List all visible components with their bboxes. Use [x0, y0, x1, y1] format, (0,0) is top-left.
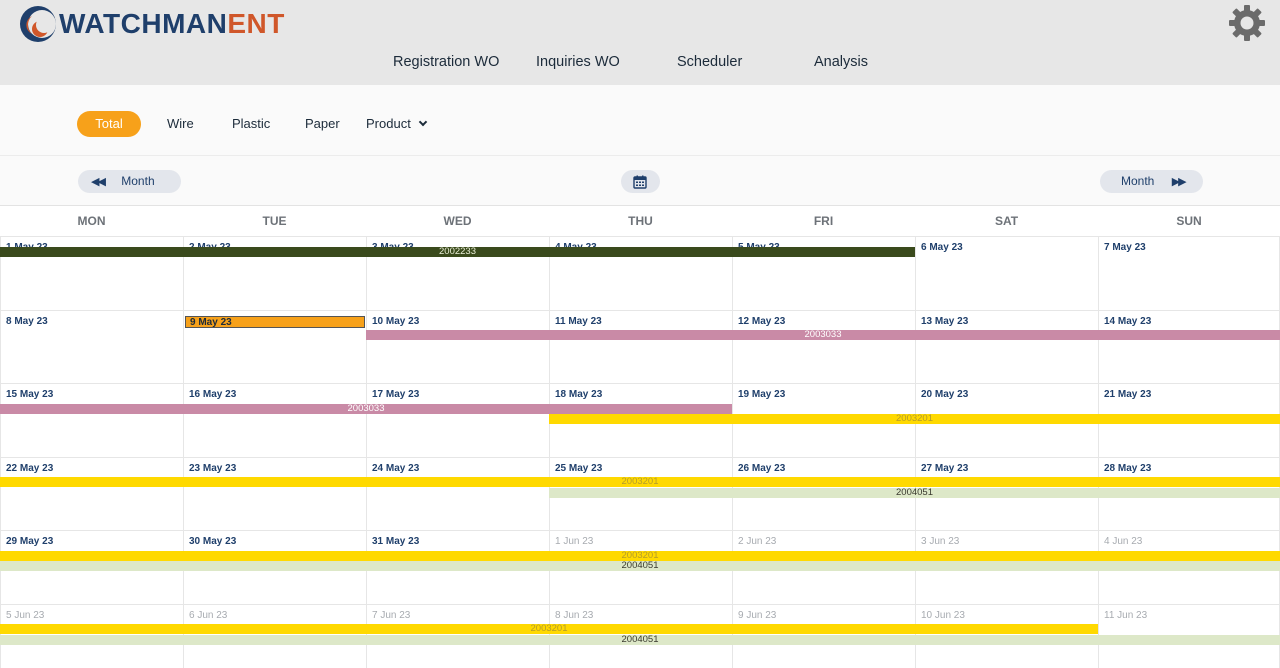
column-divider — [0, 236, 1, 668]
day-cell-date[interactable]: 30 May 23 — [189, 536, 237, 547]
calendar-icon — [633, 175, 647, 189]
logo-icon — [20, 6, 56, 42]
weekday-header-wed: WED — [443, 214, 472, 228]
row-divider — [0, 309, 1280, 311]
day-cell-date[interactable]: 2 Jun 23 — [738, 536, 777, 547]
day-cell-date[interactable]: 11 Jun 23 — [1104, 609, 1148, 621]
row-divider — [0, 603, 1280, 605]
weekday-divider — [0, 236, 1280, 237]
weekday-header-sun: SUN — [1176, 214, 1202, 228]
chevron-down-icon — [418, 117, 428, 127]
event-bar[interactable]: 2004051 — [549, 487, 1280, 498]
day-cell-date[interactable]: 15 May 23 — [6, 389, 54, 400]
weekday-header-thu: THU — [628, 214, 653, 228]
day-cell-date[interactable]: 7 May 23 — [1104, 242, 1146, 253]
gear-icon[interactable] — [1227, 3, 1267, 43]
filter-wire[interactable]: Wire — [167, 116, 194, 131]
day-cell-date[interactable]: 8 Jun 23 — [555, 609, 594, 621]
weekday-header-sat: SAT — [994, 214, 1019, 228]
day-cell-date[interactable]: 8 May 23 — [6, 315, 48, 327]
filter-paper[interactable]: Paper — [305, 116, 340, 131]
filter-plastic[interactable]: Plastic — [232, 116, 271, 131]
day-cell-date[interactable]: 10 May 23 — [372, 315, 420, 327]
day-cell-date[interactable]: 17 May 23 — [372, 389, 420, 400]
nav-inquiries-wo[interactable]: Inquiries WO — [536, 54, 620, 70]
fast-forward-icon: ▶▶ — [1171, 176, 1187, 188]
logo-text: WATCHMANENT — [59, 4, 285, 44]
day-cell-date[interactable]: 9 Jun 23 — [738, 609, 777, 621]
product-dropdown-label: Product — [366, 116, 411, 131]
event-bar[interactable]: 2004051 — [0, 561, 1280, 571]
event-bar[interactable]: 2003201 — [549, 414, 1280, 424]
day-cell-date[interactable]: 5 Jun 23 — [6, 609, 45, 621]
filter-bar: Total Wire Plastic Paper Product — [0, 85, 1280, 156]
day-cell-date[interactable]: 26 May 23 — [738, 462, 786, 474]
day-cell-date[interactable]: 23 May 23 — [189, 462, 237, 474]
day-cell-date[interactable]: 24 May 23 — [372, 462, 420, 474]
event-bar[interactable]: 2003033 — [0, 403, 732, 414]
row-divider — [0, 530, 1280, 531]
logo[interactable]: WATCHMANENT — [18, 4, 285, 44]
weekday-header-mon: MON — [77, 214, 106, 228]
calendar-month-grid: MONTUEWEDTHUFRISATSUN1 May 232 May 233 M… — [0, 206, 1280, 668]
day-cell-date[interactable]: 13 May 23 — [921, 315, 969, 327]
column-divider — [549, 236, 550, 668]
day-cell-date[interactable]: 21 May 23 — [1104, 389, 1152, 400]
day-cell-date[interactable]: 6 Jun 23 — [189, 609, 228, 621]
rewind-icon: ◀◀ — [91, 176, 106, 188]
day-cell-date[interactable]: 11 May 23 — [555, 315, 602, 327]
day-cell-date-today[interactable]: 9 May 23 — [185, 315, 365, 328]
day-cell-date[interactable]: 16 May 23 — [189, 389, 237, 400]
nav-scheduler[interactable]: Scheduler — [677, 54, 743, 70]
event-bar[interactable]: 2003201 — [0, 477, 1280, 487]
day-cell-date[interactable]: 7 Jun 23 — [372, 609, 411, 621]
logo-text-primary: WATCHMAN — [59, 8, 228, 39]
calendar-picker-button[interactable] — [621, 170, 660, 193]
day-cell-date[interactable]: 10 Jun 23 — [921, 609, 965, 621]
day-cell-date[interactable]: 27 May 23 — [921, 462, 969, 474]
day-cell-date[interactable]: 1 Jun 23 — [555, 536, 594, 547]
event-bar[interactable]: 2003201 — [0, 624, 1098, 634]
day-cell-date[interactable]: 19 May 23 — [738, 389, 786, 400]
day-cell-date[interactable]: 18 May 23 — [555, 389, 603, 400]
event-bar[interactable]: 2003201 — [0, 550, 1280, 561]
day-cell-date[interactable]: 14 May 23 — [1104, 315, 1152, 327]
logo-text-accent: ENT — [227, 8, 285, 39]
day-cell-date[interactable]: 6 May 23 — [921, 242, 963, 253]
column-divider — [366, 236, 367, 668]
nav-registration-wo[interactable]: Registration WO — [393, 54, 500, 70]
day-cell-date[interactable]: 22 May 23 — [6, 462, 54, 474]
weekday-header-fri: FRI — [813, 214, 834, 228]
next-month-button[interactable]: Month ▶▶ — [1100, 170, 1203, 193]
prev-month-button[interactable]: ◀◀ Month — [78, 170, 181, 193]
column-divider — [915, 236, 916, 668]
column-divider — [1098, 236, 1099, 668]
day-cell-date[interactable]: 29 May 23 — [6, 536, 54, 547]
day-cell-date[interactable]: 4 Jun 23 — [1104, 536, 1143, 547]
filter-product-dropdown[interactable]: Product — [366, 111, 428, 137]
column-divider — [732, 236, 733, 668]
row-divider — [0, 383, 1280, 384]
next-month-label: Month — [1121, 174, 1155, 188]
nav-analysis[interactable]: Analysis — [814, 54, 868, 70]
app-header: WATCHMANENT Registration WO Inquiries WO… — [0, 0, 1280, 85]
event-bar[interactable]: 2003033 — [366, 330, 1280, 340]
day-cell-date[interactable]: 28 May 23 — [1104, 462, 1152, 474]
day-cell-date[interactable]: 31 May 23 — [372, 536, 420, 547]
filter-total[interactable]: Total — [77, 111, 141, 137]
row-divider — [0, 456, 1280, 458]
day-cell-date[interactable]: 25 May 23 — [555, 462, 603, 474]
prev-month-label: Month — [121, 174, 155, 188]
column-divider — [183, 236, 184, 668]
calendar-nav-bar: ◀◀ Month Month ▶▶ — [0, 156, 1280, 206]
day-cell-date[interactable]: 3 Jun 23 — [921, 536, 960, 547]
day-cell-date[interactable]: 20 May 23 — [921, 389, 969, 400]
event-bar[interactable]: 2002233 — [0, 246, 915, 257]
event-bar[interactable]: 2004051 — [0, 634, 1280, 645]
weekday-header-tue: TUE — [262, 214, 287, 228]
day-cell-date[interactable]: 12 May 23 — [738, 315, 786, 327]
